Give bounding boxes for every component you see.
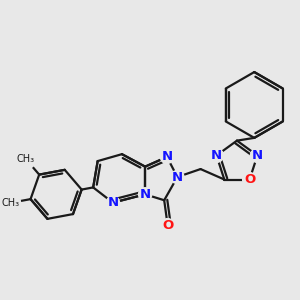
Text: O: O <box>244 173 255 186</box>
Text: CH₃: CH₃ <box>16 154 35 164</box>
Circle shape <box>161 219 174 232</box>
Text: N: N <box>161 150 172 164</box>
Text: N: N <box>172 170 183 184</box>
Circle shape <box>106 196 119 209</box>
Text: N: N <box>252 149 263 162</box>
Circle shape <box>139 188 152 201</box>
Circle shape <box>0 193 20 213</box>
Circle shape <box>160 150 173 164</box>
Text: N: N <box>140 188 151 201</box>
Text: CH₃: CH₃ <box>1 198 19 208</box>
Text: N: N <box>107 196 118 209</box>
Circle shape <box>250 148 264 162</box>
Circle shape <box>243 172 256 186</box>
Text: N: N <box>211 149 222 162</box>
Text: O: O <box>162 219 173 232</box>
Circle shape <box>15 148 36 169</box>
Circle shape <box>171 170 184 184</box>
Circle shape <box>210 148 224 162</box>
